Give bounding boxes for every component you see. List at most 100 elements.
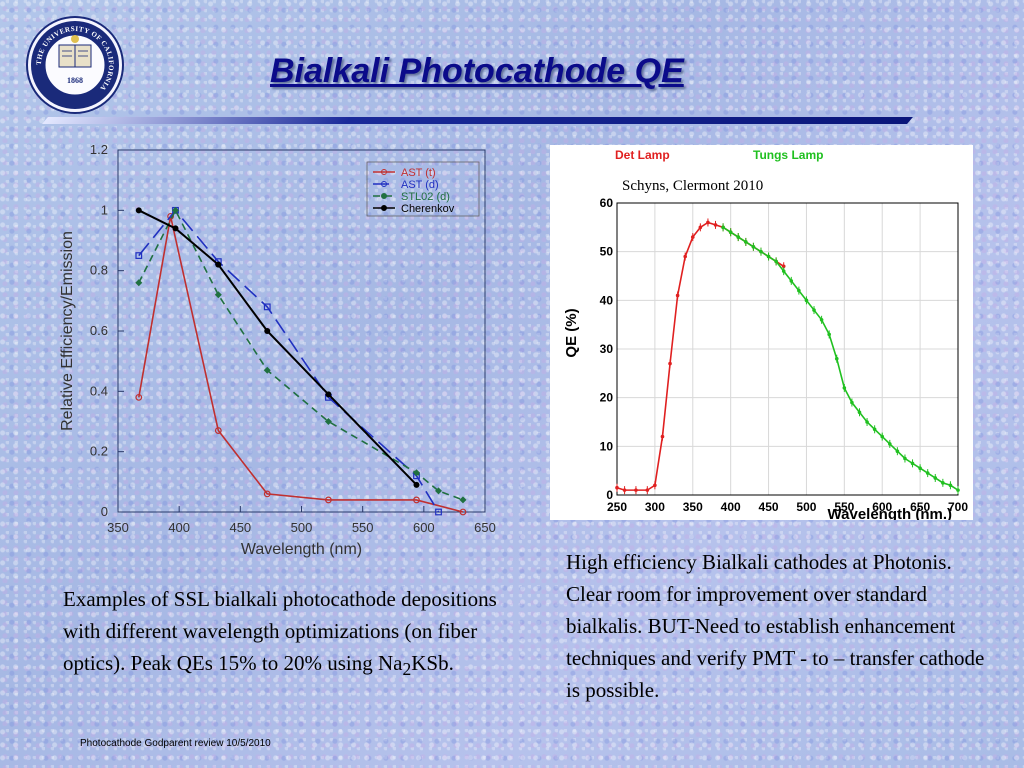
data-point-ast-d bbox=[263, 303, 271, 311]
data-point-tungs-lamp bbox=[933, 476, 938, 480]
data-point-cherenkov bbox=[172, 225, 179, 232]
data-point-ast-t bbox=[459, 508, 467, 516]
data-point-tungs-lamp bbox=[759, 249, 763, 254]
series-line-ast-d bbox=[138, 209, 440, 513]
data-point-det-lamp bbox=[781, 264, 786, 269]
slide-title: Bialkali Photocathode QE bbox=[270, 52, 684, 90]
left-caption: Examples of SSL bialkali photocathode de… bbox=[63, 583, 513, 685]
seal-year: 1868 bbox=[67, 76, 83, 85]
data-point-cherenkov bbox=[215, 261, 222, 268]
data-point-ast-t bbox=[325, 496, 332, 504]
data-point-tungs-lamp bbox=[789, 279, 794, 283]
data-point-tungs-lamp bbox=[941, 481, 945, 485]
x-tick-label: 500 bbox=[291, 520, 313, 535]
data-point-cherenkov bbox=[413, 481, 420, 488]
data-point-tungs-lamp bbox=[827, 332, 831, 337]
data-point-ast-t bbox=[413, 496, 420, 504]
data-point-tungs-lamp bbox=[744, 240, 748, 244]
left-caption-tail: KSb. bbox=[411, 651, 454, 675]
y-axis-label: Relative Efficiency/Emission bbox=[59, 231, 76, 431]
data-point-det-lamp bbox=[713, 223, 718, 227]
data-point-det-lamp bbox=[645, 488, 650, 492]
y-tick-label: 10 bbox=[600, 439, 614, 453]
y-tick-label: 60 bbox=[600, 196, 614, 210]
x-tick-label: 650 bbox=[910, 500, 930, 514]
data-point-stl02-d bbox=[435, 487, 443, 495]
data-point-tungs-lamp bbox=[872, 427, 877, 432]
data-point-tungs-lamp bbox=[925, 471, 930, 475]
y-tick-label: 20 bbox=[600, 391, 614, 405]
legend-marker-ast-d bbox=[381, 181, 387, 187]
title-divider bbox=[42, 117, 913, 124]
data-point-det-lamp bbox=[653, 483, 657, 488]
data-point-det-lamp bbox=[615, 485, 619, 490]
qe-chart: 250 300 350 400 450 500 550 600 650 700 0 10 20 30 40 5… bbox=[550, 145, 973, 520]
data-point-tungs-lamp bbox=[850, 400, 854, 405]
data-point-tungs-lamp bbox=[751, 245, 756, 249]
x-tick-label: 450 bbox=[759, 500, 779, 514]
data-point-tungs-lamp bbox=[895, 449, 900, 454]
x-tick-label: 600 bbox=[413, 520, 435, 535]
data-point-ast-t bbox=[135, 393, 143, 401]
y-tick-label: 50 bbox=[600, 245, 614, 259]
x-tick-label: 250 bbox=[607, 500, 627, 514]
legend-marker-cherenkov bbox=[381, 205, 387, 211]
series-line-stl02-d bbox=[138, 208, 464, 501]
y-tick-label: 1 bbox=[101, 202, 108, 217]
data-point-stl02-d bbox=[135, 279, 143, 287]
left-caption-text: Examples of SSL bialkali photocathode de… bbox=[63, 587, 497, 675]
data-point-stl02-d bbox=[171, 206, 179, 214]
x-tick-label: 450 bbox=[229, 520, 251, 535]
data-point-det-lamp bbox=[675, 293, 680, 298]
data-point-tungs-lamp bbox=[797, 288, 801, 293]
data-point-ast-t bbox=[167, 212, 175, 220]
x-tick-label: 400 bbox=[168, 520, 190, 535]
x-tick-label: 550 bbox=[834, 500, 854, 514]
x-tick-label: 500 bbox=[796, 500, 816, 514]
data-point-tungs-lamp bbox=[766, 254, 771, 259]
data-point-tungs-lamp bbox=[948, 483, 953, 488]
x-tick-label: 550 bbox=[352, 520, 374, 535]
data-point-tungs-lamp bbox=[812, 308, 816, 312]
data-point-det-lamp bbox=[622, 488, 627, 492]
legend-marker-ast-t bbox=[381, 169, 387, 175]
relative-efficiency-chart: 350 400 450 500 550 600 650 0 0.2 0.4 0.6 0.8 1 1.2 Wa… bbox=[59, 142, 496, 558]
data-point-tungs-lamp bbox=[910, 461, 915, 466]
y-tick-label: 0.6 bbox=[90, 323, 108, 338]
y-tick-label: 0 bbox=[101, 504, 108, 519]
plot-frame bbox=[616, 202, 959, 496]
legend-marker-stl02-d bbox=[381, 193, 387, 199]
x-tick-label: 350 bbox=[107, 520, 129, 535]
data-point-tungs-lamp bbox=[880, 434, 885, 439]
data-point-ast-t bbox=[263, 490, 271, 498]
data-point-tungs-lamp bbox=[956, 488, 960, 492]
data-point-det-lamp bbox=[683, 254, 687, 259]
x-tick-label: 300 bbox=[645, 500, 665, 514]
data-point-cherenkov bbox=[325, 391, 332, 398]
y-tick-label: 30 bbox=[600, 342, 614, 356]
chart-credit: Schyns, Clermont 2010 bbox=[622, 178, 764, 194]
data-point-ast-t bbox=[214, 427, 222, 434]
data-point-tungs-lamp bbox=[819, 318, 824, 322]
data-point-cherenkov bbox=[264, 328, 271, 334]
data-point-ast-d bbox=[135, 252, 143, 259]
data-point-tungs-lamp bbox=[721, 225, 725, 230]
x-tick-label: 700 bbox=[948, 500, 968, 514]
data-point-det-lamp bbox=[690, 235, 695, 239]
x-tick-label: 350 bbox=[683, 500, 703, 514]
data-point-stl02-d bbox=[324, 418, 332, 425]
data-point-tungs-lamp bbox=[842, 386, 847, 390]
right-caption: High efficiency Bialkali cathodes at Pho… bbox=[566, 550, 985, 702]
data-point-tungs-lamp bbox=[857, 410, 862, 415]
data-point-stl02-d bbox=[263, 366, 271, 374]
series-line-det-lamp bbox=[616, 221, 785, 491]
legend-label-ast-t: AST (t) bbox=[401, 167, 436, 179]
data-point-tungs-lamp bbox=[728, 230, 733, 234]
x-axis-label: Wavelength (nm) bbox=[241, 541, 362, 558]
y-axis-label: QE (%) bbox=[563, 308, 580, 357]
y-tick-label: 0 bbox=[606, 488, 613, 502]
left-caption-subscript: 2 bbox=[402, 659, 412, 680]
legend-label-cherenkov: Cherenkov bbox=[401, 203, 455, 215]
y-tick-label: 0.8 bbox=[90, 263, 108, 278]
data-point-tungs-lamp bbox=[918, 466, 922, 471]
